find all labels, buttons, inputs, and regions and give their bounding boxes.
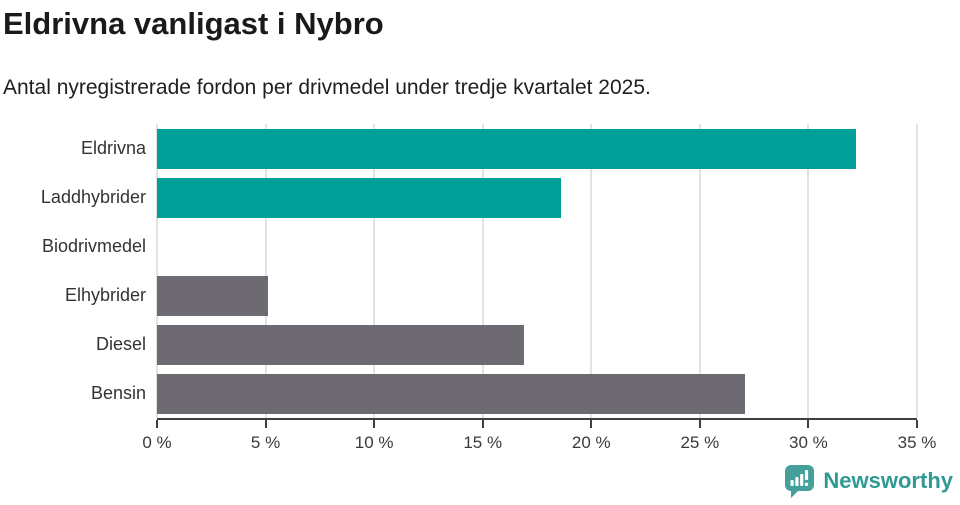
- x-axis-tick-label: 30 %: [789, 433, 828, 452]
- bar-track: [157, 324, 917, 365]
- chart-row: Elhybrider: [3, 271, 920, 320]
- gridline: [264, 124, 267, 418]
- x-axis-tick: [698, 420, 701, 428]
- chart-row: Biodrivmedel: [3, 222, 920, 271]
- speech-bubble-bar-chart-icon: [785, 465, 815, 498]
- bar-track: [157, 177, 917, 218]
- chart-title: Eldrivna vanligast i Nybro: [3, 6, 384, 41]
- x-axis-tick: [807, 420, 810, 428]
- x-axis-tick: [264, 420, 267, 428]
- chart-rows: Eldrivna Laddhybrider Biodrivmedel Elhybrid…: [3, 124, 920, 418]
- chart-row: Eldrivna: [3, 124, 920, 173]
- category-label: Biodrivmedel: [41, 236, 146, 256]
- x-axis-tick-label: 15 %: [463, 433, 503, 452]
- x-axis-tick-label: 25 %: [680, 433, 720, 452]
- x-axis-tick: [156, 420, 158, 428]
- category-label: Elhybrider: [64, 285, 146, 305]
- chart-row: Bensin: [3, 369, 920, 418]
- chart-row: Laddhybrider: [3, 173, 920, 222]
- gridline: [916, 124, 918, 418]
- gridline: [481, 124, 484, 418]
- gridline: [807, 124, 810, 418]
- x-axis-tick: [590, 420, 593, 428]
- newsworthy-wordmark: Newsworthy: [823, 468, 953, 493]
- gridline: [156, 124, 158, 418]
- bar-chart: Eldrivna Laddhybrider Biodrivmedel Elhybrid…: [3, 124, 936, 460]
- gridlines: [156, 124, 918, 418]
- x-axis-tick-label: 5 %: [250, 433, 281, 452]
- chart-subtitle: Antal nyregistrerade fordon per drivmede…: [3, 76, 651, 99]
- category-label: Diesel: [95, 334, 146, 354]
- bar: [157, 275, 268, 316]
- bar-track: [157, 128, 917, 169]
- plot-area: Eldrivna Laddhybrider Biodrivmedel Elhybrid…: [3, 124, 920, 418]
- newsworthy-logo: Newsworthy: [784, 464, 953, 498]
- category-label: Laddhybrider: [40, 187, 146, 207]
- gridline: [698, 124, 701, 418]
- x-axis-tick-label: 0 %: [142, 433, 172, 452]
- bar: [157, 373, 746, 414]
- x-axis-tick: [481, 420, 484, 428]
- x-axis-tick-label: 10 %: [354, 433, 394, 452]
- gridline: [373, 124, 376, 418]
- x-axis-tick: [916, 420, 918, 428]
- bar: [157, 324, 524, 365]
- bar-track: [157, 275, 917, 316]
- bar: [157, 177, 561, 218]
- bar: [157, 128, 857, 169]
- chart-row: Diesel: [3, 320, 920, 369]
- x-axis: 0 % 5 % 10 % 15 % 20 % 25 % 30 % 35 %: [142, 418, 936, 460]
- bar-track: [157, 373, 917, 414]
- x-axis-tick: [373, 420, 376, 428]
- category-label: Bensin: [90, 383, 146, 403]
- gridline: [590, 124, 593, 418]
- x-axis-tick-label: 20 %: [571, 433, 611, 452]
- x-axis-tick-label: 35 %: [897, 433, 937, 452]
- bar-track: [157, 227, 917, 267]
- category-label: Eldrivna: [80, 138, 146, 158]
